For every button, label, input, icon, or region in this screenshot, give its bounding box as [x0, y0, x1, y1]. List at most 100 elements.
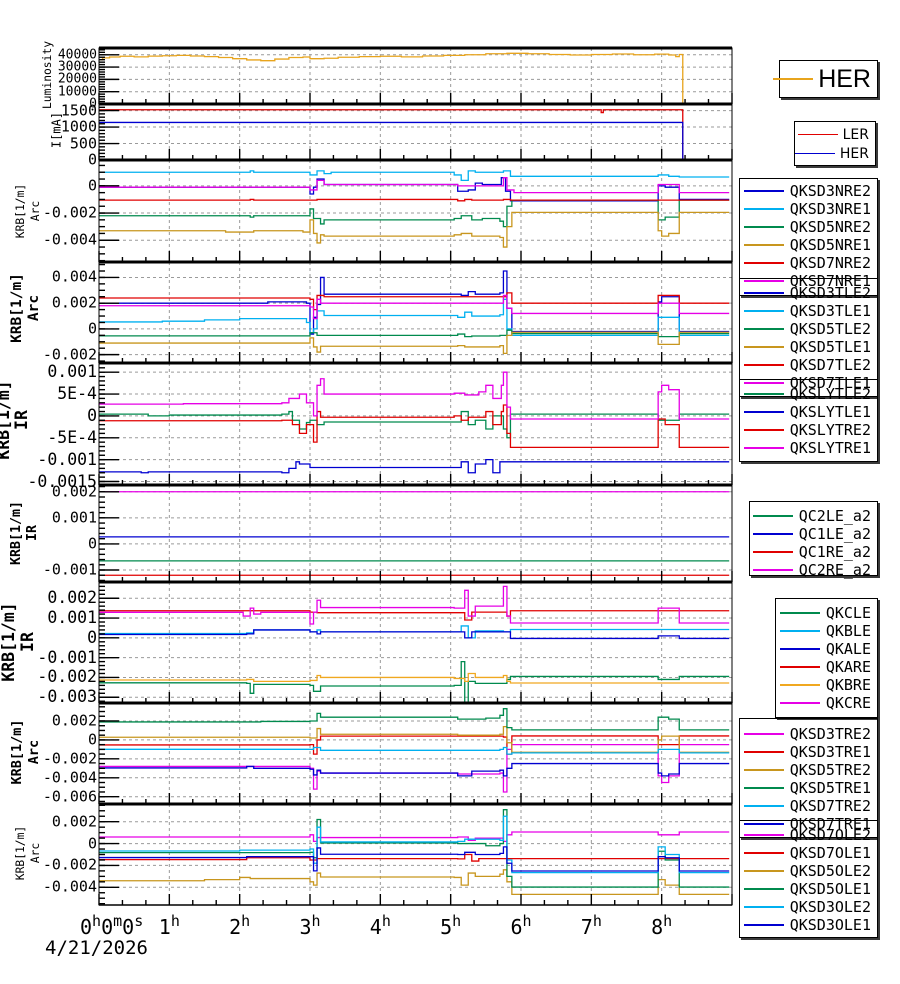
series-line-QKSLYTRE2: [99, 404, 730, 449]
y-axis-title-line: Arc: [25, 294, 42, 322]
legend-item: QKSD7OLE1: [743, 844, 871, 862]
series-group: [99, 491, 730, 576]
x-tick-number: 3: [299, 915, 312, 939]
y-tick-label: 1500: [60, 101, 97, 120]
legend-item: QKSD5OLE2: [743, 862, 871, 880]
y-tick-label: 500: [69, 134, 97, 153]
legend-swatch: [743, 411, 784, 413]
legend-item: QC1RE_a2: [752, 543, 871, 561]
y-axis-title: KRB[1/m] IR: [0, 602, 37, 681]
legend-label: QKSD3NRE1: [789, 200, 871, 218]
y-axis-title-line: Luminosity: [41, 40, 54, 110]
legend-item: QKSD7OLE2: [743, 826, 871, 844]
legend-label: QKSD5OLE1: [789, 880, 871, 898]
series-line-QKALE: [99, 629, 730, 640]
series-line-QKSD5OLE1: [99, 809, 730, 888]
legend-item: QKSD3TLE2: [743, 284, 871, 302]
legend-item: LER: [797, 125, 869, 144]
y-axis-title-line: KRB[1/m]: [8, 273, 25, 343]
series-line-QKSD7OLE2: [99, 831, 730, 843]
y-tick-label: 0: [87, 176, 97, 195]
legend-label: QKSD3TRE2: [789, 725, 871, 743]
panel-krb-ir-qksly: [98, 361, 733, 486]
y-tick-label: 1000: [60, 117, 97, 136]
legend-swatch: [752, 551, 793, 553]
x-tick-number: 6: [510, 915, 523, 939]
y-tick-label: 0: [87, 627, 97, 647]
legend-label: QKSLYTRE1: [789, 439, 871, 457]
legend-swatch: [743, 226, 784, 228]
series-line-QKSD7TRE1: [99, 762, 730, 777]
legend-label: QKSD7TLE2: [789, 356, 871, 374]
y-tick-label: 30000: [57, 59, 97, 75]
legend-label: QKSD3TLE1: [789, 302, 871, 320]
legend-swatch: [743, 190, 784, 192]
y-tick-label: 0: [87, 150, 97, 169]
series-line-QKSD7TLE2: [99, 292, 730, 311]
y-tick-label: 5E-4: [57, 383, 97, 403]
legend-swatch: [797, 133, 838, 136]
legend-label: QKSD7TRE2: [789, 797, 871, 815]
series-line-QKSD7OLE1: [99, 853, 730, 862]
legend-item: HER: [773, 65, 871, 93]
series-group: [99, 270, 730, 354]
y-axis-title-line: Arc: [25, 739, 42, 765]
y-axis-title: KRB[1/m] IR: [9, 501, 41, 565]
series-line-QKSLYTRE1: [99, 371, 730, 420]
y-axis-title: KRB[1/m] IR: [0, 380, 31, 459]
legend-label: QC1LE_a2: [798, 525, 871, 543]
y-tick-label: 0: [87, 405, 97, 425]
legend-label: QKSD7NRE2: [789, 254, 871, 272]
legend-swatch: [779, 648, 820, 650]
legend-label: HER: [818, 65, 871, 93]
panel-krb-ir-qk: [98, 580, 733, 704]
legend-label: LER: [842, 126, 869, 143]
series-line-QKCLE: [99, 660, 730, 703]
y-axis-title-line: KRB[1/m]: [13, 183, 27, 239]
legend-item: QKSD5TLE2: [743, 320, 871, 338]
x-tick-unit: h: [241, 912, 251, 930]
legend-label: QKSD3TRE1: [789, 743, 871, 761]
legend-item: QKSD7TRE1: [743, 815, 871, 833]
legend-label: HER: [839, 145, 869, 162]
y-tick-label: -0.004: [42, 768, 97, 787]
series-line-QKSD3OLE1: [99, 846, 730, 872]
legend-swatch: [743, 834, 784, 836]
x-tick-number: 0: [122, 915, 135, 939]
panel-frame: [98, 159, 733, 263]
legend-swatch: [794, 152, 835, 155]
legend-item: QKSD7TRE2: [743, 797, 871, 815]
legend-label: QKCLE: [825, 604, 871, 622]
series-line-QKSD7NRE2: [99, 198, 730, 202]
x-tick-number: 0: [80, 915, 93, 939]
x-tick-label: 5h: [440, 907, 461, 941]
x-tick-unit: h: [92, 912, 102, 930]
series-line-QKSLYTLE1: [99, 458, 730, 474]
y-axis-title-line: KRB[1/m]: [0, 602, 18, 682]
y-tick-label: 0.001: [47, 607, 97, 627]
y-tick-label: -0.006: [42, 787, 97, 806]
y-tick-label: -0.002: [42, 203, 97, 222]
panel-frame: [98, 484, 733, 583]
legend-label: QKBRE: [825, 676, 871, 694]
legend-swatch: [743, 924, 784, 926]
legend-item: QKSD3OLE2: [743, 898, 871, 916]
y-tick-label: 0: [87, 834, 97, 853]
legend-item: QC2RE_a2: [752, 561, 871, 579]
panel-krb-arc-nre: [98, 158, 733, 263]
series-line-QKCRE: [99, 585, 730, 625]
y-tick-label: 0: [87, 534, 97, 553]
x-tick-number: 7: [580, 915, 593, 939]
legend-item: QKSD7TLE2: [743, 356, 871, 374]
y-tick-label: 0: [89, 96, 97, 112]
panel-frame: [98, 581, 733, 704]
legend-item: QC1LE_a2: [752, 525, 871, 543]
y-axis-title-line: Arc: [28, 200, 42, 222]
series-line-QKSD3TRE2: [99, 744, 730, 793]
legend-swatch: [752, 569, 793, 571]
x-tick-unit: h: [381, 912, 391, 930]
series-group: [99, 371, 730, 474]
panel-frame: [98, 103, 733, 161]
y-tick-label: 40000: [57, 47, 97, 63]
x-tick-unit: h: [592, 912, 602, 930]
